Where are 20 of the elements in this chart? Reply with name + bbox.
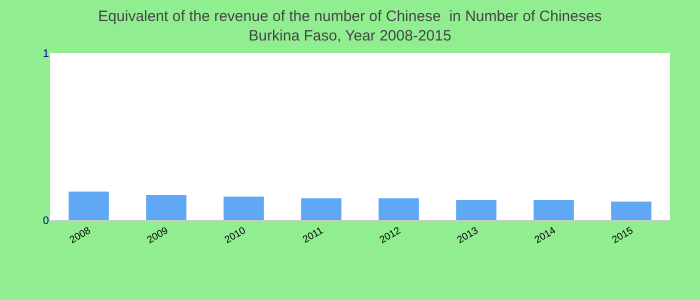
bar <box>456 200 496 220</box>
bar <box>534 200 574 220</box>
x-tick-label: 2015 <box>610 225 636 246</box>
chart-title: Equivalent of the revenue of the number of Chinese in Number of Chineses <box>98 8 602 25</box>
bar <box>301 198 342 220</box>
x-tick-label: 2014 <box>532 225 558 246</box>
bar <box>378 198 419 220</box>
chart-subtitle: Burkina Faso, Year 2008-2015 <box>248 28 452 44</box>
bar <box>611 202 652 220</box>
x-tick-label: 2008 <box>68 225 94 246</box>
bar <box>146 194 186 220</box>
bar <box>224 196 264 220</box>
bar <box>68 192 109 220</box>
x-tick-label: 2012 <box>378 225 404 246</box>
x-tick-label: 2013 <box>455 225 481 246</box>
x-tick-label: 2010 <box>222 225 248 246</box>
y-tick-label: 0 <box>42 214 49 227</box>
x-tick-label: 2011 <box>301 225 326 246</box>
y-tick-label: 1 <box>42 48 49 60</box>
x-tick-label: 2009 <box>145 225 171 246</box>
